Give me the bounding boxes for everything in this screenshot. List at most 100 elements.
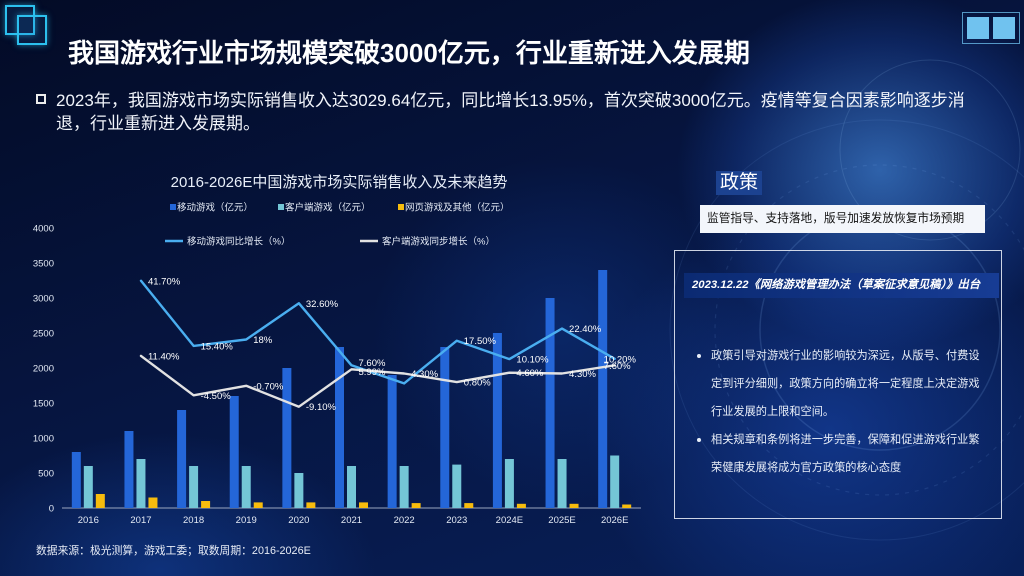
- policy-headline-text: 2023.12.22《网络游戏管理办法（草案征求意见稿）》出台: [692, 279, 981, 291]
- client-growth-data-label: 5.99%: [359, 367, 386, 378]
- filled-square-icon: [966, 16, 989, 39]
- x-tick-label: 2026E: [601, 515, 628, 526]
- web-game-bar: [201, 501, 211, 508]
- y-tick-label: 3000: [33, 294, 54, 305]
- outline-square-icon: [5, 5, 35, 35]
- client-game-bar: [452, 464, 462, 508]
- y-tick-label: 1500: [33, 399, 54, 410]
- mobile-game-bar: [492, 333, 502, 508]
- legend-label: 移动游戏同比增长（%）: [187, 236, 290, 248]
- mobile-growth-data-label: 22.40%: [569, 324, 602, 335]
- x-tick-label: 2024E: [496, 515, 523, 526]
- policy-point: 政策引导对游戏行业的影响较为深远，从版号、付费设定到评分细则，政策方向的确立将一…: [697, 342, 983, 426]
- web-game-bar: [253, 502, 263, 508]
- client-growth-data-label: 11.40%: [148, 351, 180, 362]
- mobile-growth-data-label: 10.10%: [516, 355, 549, 366]
- y-tick-label: 0: [49, 504, 54, 515]
- policy-point: 相关规章和条例将进一步完善，保障和促进游戏行业繁荣健康发展将成为官方政策的核心态…: [697, 426, 983, 482]
- policy-tag: 政策: [716, 171, 762, 195]
- mobile-game-bar: [598, 270, 608, 508]
- legend-label: 网页游戏及其他（亿元）: [405, 202, 510, 214]
- x-tick-label: 2025E: [548, 515, 575, 526]
- client-game-bar: [241, 466, 251, 508]
- web-game-bar: [95, 494, 105, 508]
- client-growth-data-label: -0.70%: [253, 381, 284, 392]
- client-game-bar: [504, 459, 514, 508]
- outline-square-icon: [17, 15, 47, 45]
- mobile-game-bar: [229, 396, 239, 508]
- y-tick-label: 500: [38, 469, 54, 480]
- corner-tiles-decoration: [962, 12, 1020, 44]
- client-game-bar: [610, 455, 620, 508]
- client-growth-data-label: 0.80%: [464, 378, 491, 389]
- web-game-bar: [569, 503, 579, 508]
- x-tick-label: 2017: [130, 515, 151, 526]
- client-growth-data-label: 7.60%: [604, 361, 631, 372]
- mobile-growth-data-label: 32.60%: [306, 299, 339, 310]
- policy-point-list: 政策引导对游戏行业的影响较为深远，从版号、付费设定到评分细则，政策方向的确立将一…: [697, 342, 987, 482]
- client-game-bar-legend-swatch: [278, 204, 284, 210]
- bullet-dot-icon: [697, 438, 701, 442]
- x-tick-label: 2016: [78, 515, 99, 526]
- mobile-growth-data-label: 41.70%: [148, 276, 181, 287]
- mobile-game-bar-legend-swatch: [170, 204, 176, 210]
- mobile-growth-line: [139, 279, 616, 385]
- web-game-bar: [516, 503, 526, 508]
- square-bullet-icon: [36, 94, 46, 104]
- mobile-game-bar: [124, 431, 134, 508]
- bullet-dot-icon: [697, 354, 701, 358]
- policy-headline-bar: 2023.12.22《网络游戏管理办法（草案征求意见稿）》出台: [684, 273, 999, 298]
- mobile-growth-data-label: 15.40%: [201, 341, 234, 352]
- web-game-bar: [464, 503, 474, 508]
- client-game-bar: [83, 466, 93, 508]
- y-tick-label: 3500: [33, 259, 54, 270]
- mobile-game-bar: [177, 410, 187, 508]
- client-growth-data-label: 4.60%: [516, 368, 543, 379]
- client-growth-data-label: -9.10%: [306, 402, 337, 413]
- policy-point-text: 相关规章和条例将进一步完善，保障和促进游戏行业繁荣健康发展将成为官方政策的核心态…: [711, 434, 980, 474]
- policy-summary-box: 监管指导、支持落地，版号加速发放恢复市场预期: [700, 205, 985, 233]
- web-game-bar: [148, 497, 158, 508]
- web-game-bar: [622, 504, 632, 508]
- client-game-bar: [347, 466, 356, 508]
- x-tick-label: 2018: [183, 515, 204, 526]
- web-game-bar: [359, 502, 368, 508]
- mobile-game-bar: [387, 375, 397, 508]
- y-tick-label: 2500: [33, 329, 54, 340]
- x-tick-label: 2021: [341, 515, 362, 526]
- client-game-bar: [294, 473, 304, 508]
- mobile-growth-data-label: 10.20%: [604, 354, 637, 365]
- data-source-note: 数据来源：极光测算，游戏工委；取数周期：2016-2026E: [36, 545, 311, 557]
- y-tick-label: 2000: [33, 364, 54, 375]
- client-growth-data-label: 4.30%: [569, 369, 596, 380]
- client-growth-line: [139, 354, 616, 408]
- y-tick-label: 1000: [33, 434, 54, 445]
- x-tick-label: 2022: [394, 515, 415, 526]
- corner-squares-decoration: [0, 0, 56, 56]
- mobile-growth-data-label: 17.50%: [464, 336, 497, 347]
- x-tick-label: 2023: [446, 515, 467, 526]
- web-game-bar: [306, 502, 316, 508]
- x-tick-label: 2020: [288, 515, 309, 526]
- chart-title: 2016-2026E中国游戏市场实际销售收入及未来趋势: [171, 174, 508, 191]
- legend-label: 移动游戏（亿元）: [177, 202, 253, 214]
- lead-text: 2023年，我国游戏市场实际销售收入达3029.64亿元，同比增长13.95%，…: [56, 91, 965, 133]
- client-game-bar: [557, 459, 567, 508]
- web-game-bar: [411, 503, 421, 508]
- web-game-bar-legend-swatch: [398, 204, 404, 210]
- client-growth-data-label: 4.30%: [411, 369, 438, 380]
- y-tick-label: 4000: [33, 224, 54, 235]
- mobile-game-bar: [440, 347, 450, 508]
- mobile-growth-data-label: 7.60%: [359, 358, 386, 369]
- filled-square-icon: [992, 16, 1015, 39]
- legend-label: 客户端游戏（亿元）: [285, 202, 371, 214]
- client-game-bar: [189, 466, 199, 508]
- policy-detail-panel: 2023.12.22《网络游戏管理办法（草案征求意见稿）》出台 政策引导对游戏行…: [674, 250, 1002, 519]
- mobile-game-bar: [545, 298, 555, 508]
- client-game-bar: [399, 466, 409, 508]
- mobile-game-bar: [282, 368, 292, 508]
- mobile-game-bar: [335, 347, 344, 508]
- mobile-game-bar: [71, 452, 81, 508]
- policy-point-text: 政策引导对游戏行业的影响较为深远，从版号、付费设定到评分细则，政策方向的确立将一…: [711, 350, 980, 418]
- mobile-growth-data-label: 18%: [253, 335, 273, 346]
